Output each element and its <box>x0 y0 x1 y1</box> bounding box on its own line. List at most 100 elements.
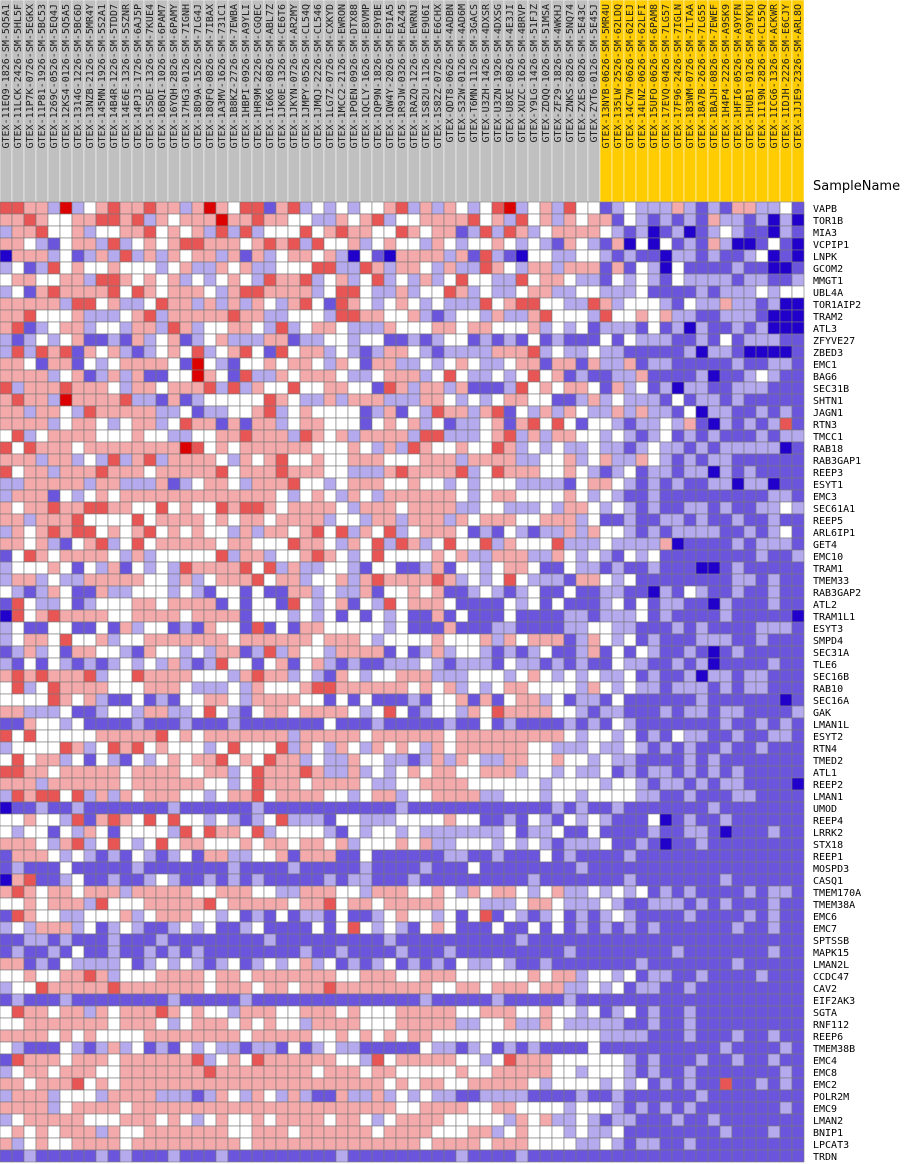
heatmap-cell <box>599 909 613 923</box>
heatmap-cell <box>635 849 649 863</box>
heatmap-cell <box>611 225 625 239</box>
heatmap-cell <box>599 885 613 899</box>
heatmap-cell <box>731 693 745 707</box>
heatmap-cell <box>95 681 109 695</box>
heatmap-cell <box>131 921 145 935</box>
heatmap-cell <box>347 717 361 731</box>
heatmap-cell <box>323 1029 337 1043</box>
heatmap-cell <box>335 705 349 719</box>
heatmap-cell <box>491 201 505 215</box>
heatmap-cell <box>335 381 349 395</box>
heatmap-cell <box>0 225 13 239</box>
heatmap-cell <box>35 921 49 935</box>
heatmap-cell <box>227 249 241 263</box>
heatmap-cell <box>551 513 565 527</box>
heatmap-cell <box>371 513 385 527</box>
heatmap-cell <box>659 909 673 923</box>
heatmap-cell <box>359 357 373 371</box>
heatmap-cell <box>503 369 517 383</box>
heatmap-cell <box>707 273 721 287</box>
heatmap-cell <box>251 585 265 599</box>
heatmap-cell <box>95 753 109 767</box>
heatmap-cell <box>131 561 145 575</box>
heatmap-cell <box>215 1065 229 1079</box>
heatmap-cell <box>419 921 433 935</box>
heatmap-cell <box>83 933 97 947</box>
heatmap-cell <box>299 753 313 767</box>
heatmap-cell <box>587 417 601 431</box>
heatmap-cell <box>131 393 145 407</box>
heatmap-cell <box>755 261 769 275</box>
heatmap-cell <box>407 633 421 647</box>
heatmap-cell <box>683 705 697 719</box>
heatmap-cells <box>0 201 805 1163</box>
heatmap-cell <box>299 993 313 1007</box>
heatmap-cell <box>287 729 301 743</box>
heatmap-cell <box>419 237 433 251</box>
heatmap-cell <box>515 273 529 287</box>
heatmap-cell <box>515 1053 529 1067</box>
heatmap-cell <box>335 669 349 683</box>
heatmap-cell <box>755 393 769 407</box>
heatmap-cell <box>755 885 769 899</box>
heatmap-cell <box>587 441 601 455</box>
heatmap-cell <box>323 285 337 299</box>
heatmap-cell <box>107 381 121 395</box>
heatmap-cell <box>155 333 169 347</box>
heatmap-cell <box>491 801 505 815</box>
heatmap-cell <box>599 225 613 239</box>
heatmap-cell <box>599 273 613 287</box>
heatmap-cell <box>311 837 325 851</box>
heatmap-cell <box>299 669 313 683</box>
heatmap-cell <box>275 345 289 359</box>
heatmap-cell <box>659 717 673 731</box>
heatmap-cell <box>779 717 793 731</box>
heatmap-cell <box>467 849 481 863</box>
heatmap-cell <box>299 513 313 527</box>
heatmap-cell <box>59 765 73 779</box>
heatmap-cell <box>479 417 493 431</box>
heatmap-cell <box>551 609 565 623</box>
heatmap-cell <box>299 921 313 935</box>
heatmap-cell <box>407 489 421 503</box>
heatmap-cell <box>515 513 529 527</box>
heatmap-cell <box>623 225 637 239</box>
heatmap-cell <box>671 441 685 455</box>
heatmap-cell <box>395 417 409 431</box>
heatmap-cell <box>263 633 277 647</box>
heatmap-cell <box>227 273 241 287</box>
heatmap-cell <box>539 885 553 899</box>
heatmap-cell <box>431 933 445 947</box>
heatmap-cell <box>203 705 217 719</box>
heatmap-cell <box>275 705 289 719</box>
heatmap-cell <box>347 825 361 839</box>
heatmap-cell <box>551 921 565 935</box>
heatmap-cell <box>311 669 325 683</box>
heatmap-cell <box>143 609 157 623</box>
heatmap-cell <box>119 1065 133 1079</box>
heatmap-cell <box>11 669 25 683</box>
heatmap-cell <box>503 201 517 215</box>
heatmap-cell <box>155 513 169 527</box>
heatmap-cell <box>263 237 277 251</box>
heatmap-cell <box>443 777 457 791</box>
heatmap-cell <box>11 333 25 347</box>
heatmap-cell <box>623 633 637 647</box>
heatmap-cell <box>395 1041 409 1055</box>
heatmap-cell <box>767 633 781 647</box>
heatmap-cell <box>311 369 325 383</box>
heatmap-cell <box>443 405 457 419</box>
heatmap-cell <box>0 213 13 227</box>
heatmap-cell <box>731 513 745 527</box>
heatmap-cell <box>707 957 721 971</box>
heatmap-cell <box>791 645 805 659</box>
heatmap-cell <box>491 885 505 899</box>
heatmap-cell <box>647 357 661 371</box>
heatmap-cell <box>71 909 85 923</box>
heatmap-cell <box>47 897 61 911</box>
heatmap-cell <box>215 609 229 623</box>
heatmap-cell <box>107 249 121 263</box>
heatmap-cell <box>443 861 457 875</box>
heatmap-cell <box>35 237 49 251</box>
heatmap-cell <box>599 693 613 707</box>
